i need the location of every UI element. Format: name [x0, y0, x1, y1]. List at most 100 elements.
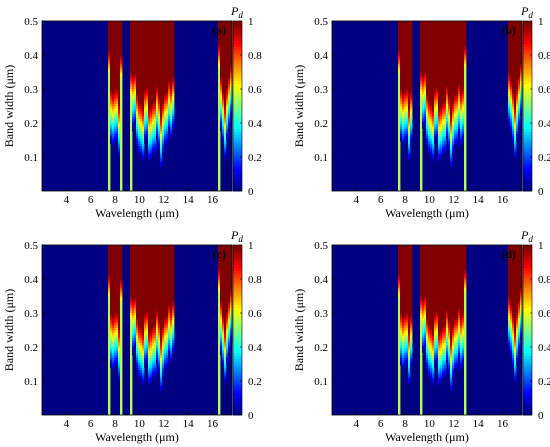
heatmap-cell	[420, 66, 423, 69]
heatmap-cell	[456, 121, 459, 124]
heatmap-cell	[148, 91, 151, 94]
heatmap-cell	[518, 118, 521, 122]
heatmap-cell	[440, 126, 443, 129]
x-axis-label: Wavelength (μm)	[95, 206, 179, 220]
heatmap-cell	[166, 116, 169, 119]
heatmap-cell	[146, 58, 149, 62]
heatmap-cell	[110, 51, 113, 54]
heatmap-cell	[460, 71, 463, 74]
heatmap-cell	[120, 307, 123, 311]
heatmap-cell	[520, 38, 523, 42]
heatmap-cell	[424, 41, 427, 44]
heatmap-cell	[454, 141, 457, 144]
heatmap-cell	[428, 101, 431, 104]
heatmap-cell	[132, 81, 135, 84]
heatmap-cell	[402, 106, 405, 109]
heatmap-cell	[110, 26, 113, 29]
heatmap-cell	[168, 66, 171, 69]
heatmap-cell	[516, 46, 519, 49]
heatmap-cell	[450, 33, 453, 37]
heatmap-cell	[430, 121, 433, 124]
heatmap-cell	[148, 317, 151, 321]
heatmap-cell	[444, 71, 447, 74]
heatmap-cell	[138, 23, 141, 27]
heatmap-cell	[222, 131, 225, 134]
heatmap-cell	[114, 297, 117, 301]
heatmap-cell	[120, 355, 123, 358]
heatmap-cell	[428, 56, 431, 59]
heatmap-cell	[520, 83, 523, 87]
heatmap-cell	[406, 66, 409, 69]
heatmap-cell	[140, 153, 143, 157]
heatmap-cell	[112, 126, 115, 129]
heatmap-cell	[442, 58, 445, 62]
heatmap-cell	[510, 116, 513, 119]
heatmap-cell	[108, 345, 111, 348]
heatmap-cell	[222, 121, 225, 124]
heatmap-cell	[436, 43, 439, 47]
heatmap-cell	[464, 138, 467, 142]
heatmap-cell	[510, 56, 513, 59]
heatmap-cell	[148, 46, 151, 49]
heatmap-cell	[114, 315, 117, 318]
heatmap-cell	[462, 36, 465, 39]
heatmap-cell	[120, 66, 123, 69]
heatmap-cell	[164, 56, 167, 59]
heatmap-cell	[410, 76, 413, 79]
heatmap-cell	[226, 83, 229, 87]
heatmap-cell	[138, 66, 141, 69]
heatmap-cell	[514, 21, 517, 24]
heatmap-cell	[144, 126, 147, 129]
heatmap-cell	[170, 56, 173, 59]
heatmap-cell	[402, 43, 405, 47]
heatmap-cell	[166, 91, 169, 94]
heatmap-cell	[408, 146, 411, 149]
heatmap-cell	[218, 36, 221, 39]
heatmap-cell	[110, 322, 113, 326]
heatmap-cell	[152, 83, 155, 87]
heatmap-cell	[226, 43, 229, 47]
heatmap-cell	[146, 98, 149, 102]
heatmap-cell	[398, 108, 401, 112]
heatmap-cell	[108, 178, 111, 182]
heatmap-cell	[402, 136, 405, 139]
heatmap-cell	[116, 71, 119, 74]
heatmap-cell	[142, 28, 145, 32]
heatmap-cell	[110, 252, 113, 256]
heatmap-cell	[404, 66, 407, 69]
heatmap-cell	[108, 186, 111, 189]
heatmap-cell	[230, 103, 233, 107]
heatmap-cell	[402, 36, 405, 39]
heatmap-cell	[136, 113, 139, 117]
heatmap-cell	[110, 108, 113, 112]
heatmap-cell	[428, 111, 431, 114]
heatmap-cell	[170, 48, 173, 52]
heatmap-cell	[166, 81, 169, 84]
heatmap-cell	[404, 51, 407, 54]
heatmap-cell	[166, 41, 169, 44]
heatmap-cell	[134, 78, 137, 82]
heatmap-cell	[420, 38, 423, 42]
heatmap-cell	[516, 63, 519, 67]
colorbar-segment	[523, 83, 532, 87]
heatmap-cell	[452, 81, 455, 84]
heatmap-cell	[516, 38, 519, 42]
heatmap-cell	[148, 315, 151, 318]
heatmap-cell	[108, 41, 111, 44]
heatmap-cell	[152, 282, 155, 286]
heatmap-cell	[120, 26, 123, 29]
heatmap-cell	[440, 71, 443, 74]
heatmap-cell	[138, 91, 141, 94]
heatmap-cell	[134, 58, 137, 62]
heatmap-cell	[130, 317, 133, 321]
heatmap-cell	[402, 41, 405, 44]
heatmap-cell	[116, 277, 119, 281]
heatmap-cell	[450, 106, 453, 109]
heatmap-cell	[456, 88, 459, 92]
heatmap-cell	[226, 113, 229, 117]
heatmap-cell	[162, 53, 165, 57]
heatmap-cell	[110, 287, 113, 291]
heatmap-cell	[426, 71, 429, 74]
heatmap-cell	[406, 93, 409, 97]
heatmap-cell	[170, 68, 173, 72]
